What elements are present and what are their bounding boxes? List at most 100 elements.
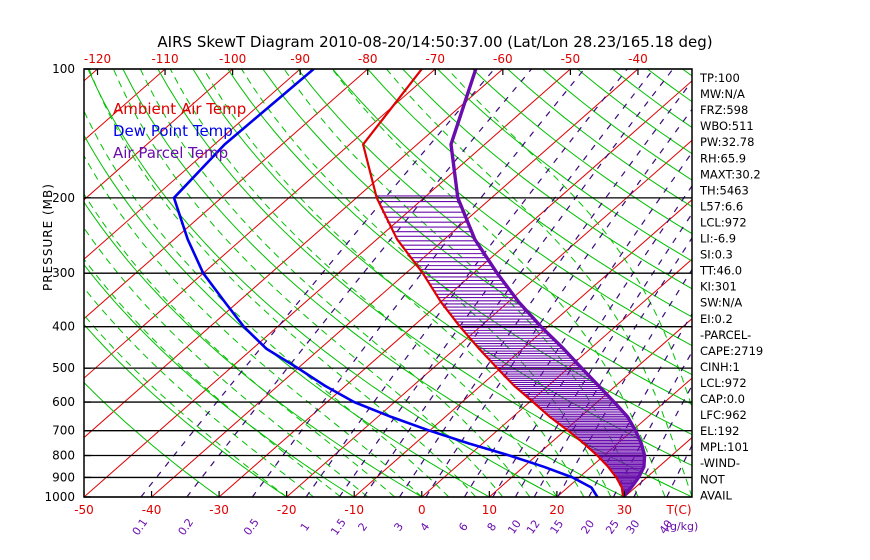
parameter-item: CAPE:2719 (700, 344, 763, 358)
parameter-item: LCL:972 (700, 215, 747, 229)
mixing-ratio-tick-label: 4 (418, 520, 433, 533)
moist-adiabat-line (112, 69, 504, 497)
temp-top-tick-label: -50 (561, 52, 581, 66)
isotherm-line (84, 69, 436, 379)
parameter-item: RH:65.9 (700, 151, 746, 165)
parameter-item: NOT (700, 472, 726, 486)
parameter-item: FRZ:598 (700, 103, 748, 117)
temp-bottom-tick-label: -10 (344, 503, 364, 517)
mixing-ratio-line (666, 444, 692, 497)
mixing-ratio-tick-label: 20 (579, 518, 598, 537)
mixing-ratio-tick-label: 12 (524, 518, 543, 537)
dry-adiabat-line (84, 381, 220, 497)
mixing-ratio-line (186, 69, 532, 497)
moist-adiabat-line (447, 69, 692, 409)
dry-adiabat-line (192, 69, 692, 467)
temp-bottom-tick-label: -30 (209, 503, 229, 517)
temp-top-tick-label: -70 (425, 52, 445, 66)
temp-bottom-tick-label: 10 (482, 503, 497, 517)
parameter-item: CINH:1 (700, 360, 740, 374)
moist-adiabat-line (241, 69, 612, 497)
temp-axis-label: T(C) (665, 503, 691, 517)
mixing-ratio-line (492, 184, 692, 497)
isotherm-line (84, 69, 369, 320)
dry-adiabat-line (87, 69, 558, 497)
isotherm-line (84, 69, 504, 439)
temp-bottom-tick-label: 20 (549, 503, 564, 517)
legend-item-3: Air Parcel Temp (113, 144, 228, 162)
parameter-item: WBO:511 (700, 119, 754, 133)
moist-adiabat-line (283, 69, 639, 497)
parameter-item: SI:0.3 (700, 248, 733, 262)
moist-adiabat-line (84, 154, 423, 497)
pressure-tick-label: 800 (52, 449, 75, 463)
mixing-ratio-tick-label: 8 (485, 520, 500, 533)
temp-bottom-tick-label: 0 (418, 503, 426, 517)
dry-adiabat-line (84, 263, 355, 497)
temp-top-tick-label: -110 (151, 52, 178, 66)
parameter-item: KI:301 (700, 280, 737, 294)
parameter-item: MPL:101 (700, 440, 749, 454)
mixing-ratio-axis-label: (g/kg) (666, 520, 699, 533)
dry-adiabat-line (84, 323, 287, 497)
temp-top-tick-label: -100 (219, 52, 246, 66)
parameter-item: CAP:0.0 (700, 392, 745, 406)
parameter-item: EI:0.2 (700, 312, 733, 326)
pressure-tick-label: 200 (52, 191, 75, 205)
parameter-item: MAXT:30.2 (700, 167, 761, 181)
pressure-tick-label: 500 (52, 361, 75, 375)
parameter-item: AVAIL (700, 488, 733, 502)
mixing-ratio-tick-label: 2 (356, 520, 371, 533)
moist-adiabat-line (84, 314, 288, 497)
temp-top-tick-label: -90 (290, 52, 310, 66)
ambient-air-temp-curve (362, 69, 625, 497)
moist-adiabat-line (331, 69, 666, 497)
mixing-ratio-line (463, 151, 692, 497)
dry-adiabat-line (122, 69, 625, 497)
pressure-tick-label: 900 (52, 470, 75, 484)
isotherm-line (84, 69, 301, 260)
parameter-item: SW:N/A (700, 296, 742, 310)
parameter-item: LCL:972 (700, 376, 747, 390)
parameter-item: LI:-6.9 (700, 232, 736, 246)
mixing-ratio-tick-label: 0.5 (241, 516, 262, 538)
temp-bottom-tick-label: -20 (277, 503, 297, 517)
dry-adiabat-line (367, 69, 692, 318)
parameter-item: EL:192 (700, 424, 740, 438)
temp-top-tick-label: -40 (628, 52, 648, 66)
moist-adiabat-line (84, 258, 342, 497)
mixing-ratio-tick-label: 15 (548, 518, 567, 537)
legend-item-1: Ambient Air Temp (113, 100, 246, 118)
grid-lines (84, 69, 870, 497)
dry-adiabat-line (717, 69, 870, 497)
isotherm-line (556, 377, 692, 497)
pressure-tick-label: 600 (52, 395, 75, 409)
dry-adiabat-line (647, 69, 692, 103)
mixing-ratio-tick-label: 0.1 (130, 516, 151, 538)
isotherm-line (489, 318, 692, 497)
moist-adiabat-line (84, 227, 369, 497)
pressure-tick-label: 400 (52, 320, 75, 334)
moist-adiabat-line (169, 69, 558, 497)
legend-item-2: Dew Point Temp (113, 122, 233, 140)
mixing-ratio-tick-label: 30 (624, 518, 643, 537)
moist-adiabat-line (386, 69, 692, 497)
moist-adiabat-line (84, 109, 450, 497)
parameter-item: PW:32.78 (700, 135, 754, 149)
mixing-ratio-line (425, 108, 692, 497)
plot-frame (83, 68, 693, 498)
dry-adiabat-line (84, 134, 490, 497)
parameter-item: TH:5463 (699, 183, 749, 197)
moist-adiabat-line (84, 287, 315, 497)
isotherm-line (151, 69, 639, 497)
parameter-item: LFC:962 (700, 408, 747, 422)
dry-adiabat-line (612, 69, 692, 129)
mixing-ratio-tick-label: 25 (603, 518, 622, 537)
temp-top-tick-label: -80 (358, 52, 378, 66)
dew-point-temp-curve (172, 69, 599, 497)
dry-adiabat-line (332, 69, 692, 347)
mixing-ratio-tick-label: 0.2 (176, 516, 197, 538)
temp-bottom-tick-label: -40 (142, 503, 162, 517)
